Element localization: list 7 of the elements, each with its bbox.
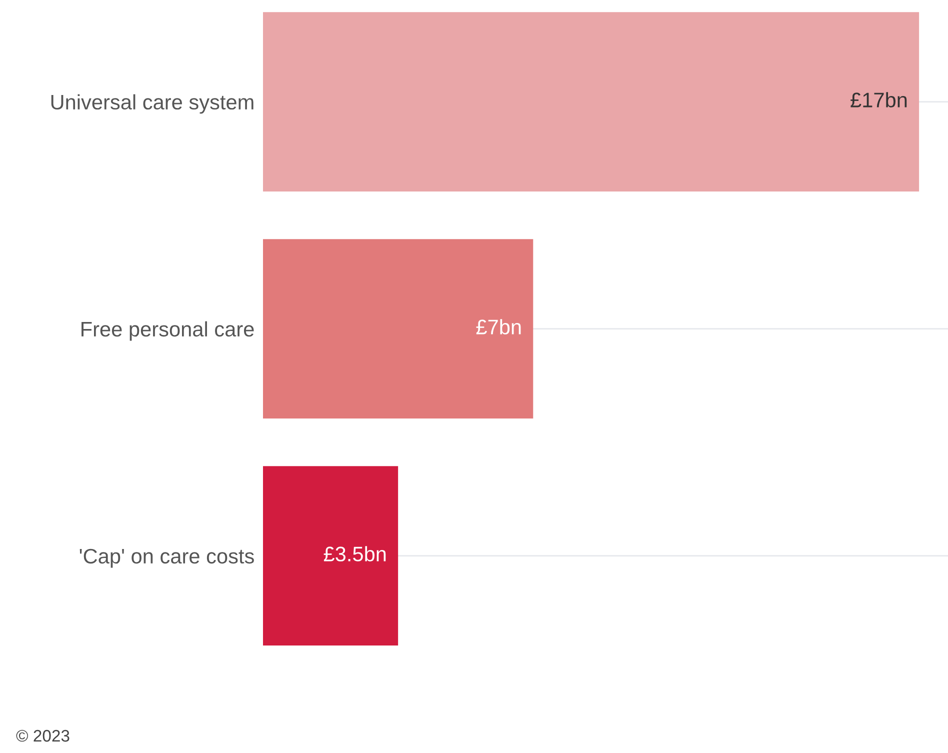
- y-tick-label: Universal care system: [51, 94, 254, 114]
- y-tick-label: Free personal care: [82, 321, 254, 341]
- data-label: £7bn: [476, 319, 521, 334]
- text: © 2023: [16, 730, 70, 742]
- y-tick-label: 'Cap' on care costs: [80, 548, 254, 568]
- data-label: £17bn: [850, 92, 907, 108]
- data-label: £3.5bn: [324, 546, 386, 562]
